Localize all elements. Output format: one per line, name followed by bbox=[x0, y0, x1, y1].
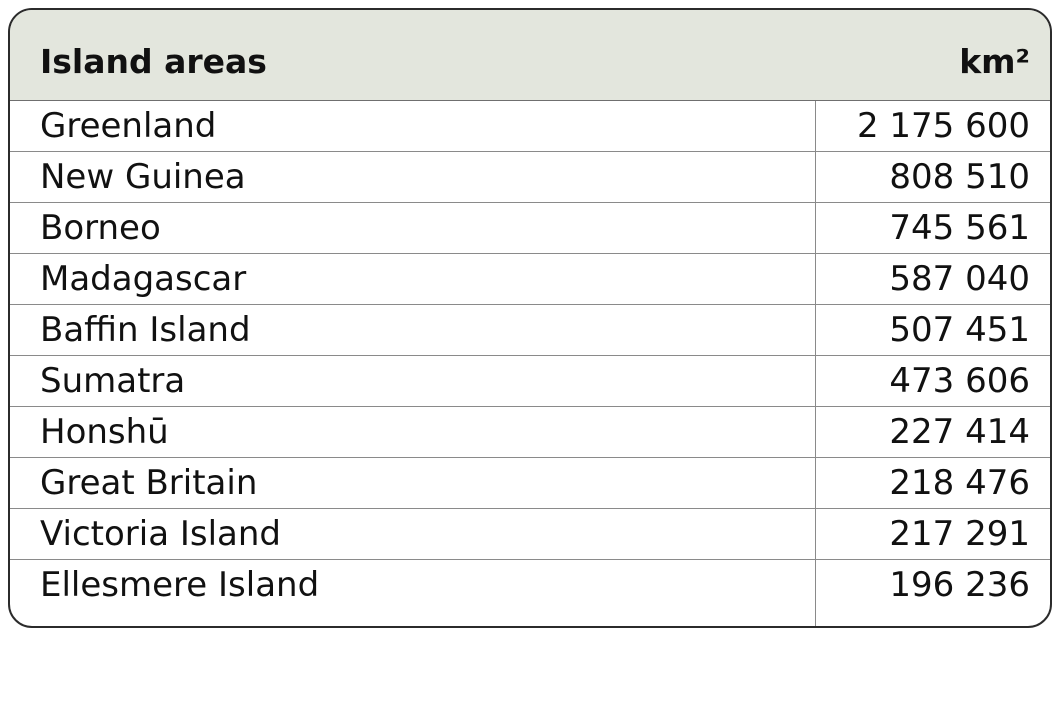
table-row: New Guinea 808 510 bbox=[10, 152, 1050, 203]
table-header-row: Island areas km² bbox=[10, 10, 1050, 101]
island-name-cell: Baffin Island bbox=[40, 310, 251, 350]
island-name-cell: Honshū bbox=[40, 412, 169, 452]
island-name-cell: Sumatra bbox=[40, 361, 186, 401]
island-area-cell: 217 291 bbox=[889, 514, 1030, 554]
table-row: Baffin Island 507 451 bbox=[10, 305, 1050, 356]
table-row: Sumatra 473 606 bbox=[10, 356, 1050, 407]
island-name-cell: Madagascar bbox=[40, 259, 247, 299]
island-name-cell: New Guinea bbox=[40, 157, 246, 197]
island-area-cell: 587 040 bbox=[889, 259, 1030, 299]
island-name-cell: Ellesmere Island bbox=[40, 565, 320, 605]
table-row: Honshū 227 414 bbox=[10, 407, 1050, 458]
island-name-cell: Victoria Island bbox=[40, 514, 282, 554]
island-area-cell: 473 606 bbox=[889, 361, 1030, 401]
island-area-cell: 808 510 bbox=[889, 157, 1030, 197]
column-header-island: Island areas bbox=[40, 42, 267, 81]
column-divider bbox=[815, 10, 816, 626]
table-row: Greenland 2 175 600 bbox=[10, 101, 1050, 152]
table-row: Madagascar 587 040 bbox=[10, 254, 1050, 305]
island-area-table: Island areas km² Greenland 2 175 600 New G… bbox=[8, 8, 1052, 628]
column-header-area-unit: km² bbox=[959, 42, 1030, 81]
island-area-cell: 218 476 bbox=[889, 463, 1030, 503]
island-area-cell: 745 561 bbox=[889, 208, 1030, 248]
island-name-cell: Great Britain bbox=[40, 463, 258, 503]
island-name-cell: Borneo bbox=[40, 208, 161, 248]
island-area-cell: 196 236 bbox=[889, 565, 1030, 605]
island-area-cell: 2 175 600 bbox=[856, 106, 1030, 146]
island-area-cell: 227 414 bbox=[889, 412, 1030, 452]
island-area-cell: 507 451 bbox=[889, 310, 1030, 350]
table-row: Borneo 745 561 bbox=[10, 203, 1050, 254]
table-row: Ellesmere Island 196 236 bbox=[10, 560, 1050, 611]
table-row: Great Britain 218 476 bbox=[10, 458, 1050, 509]
island-name-cell: Greenland bbox=[40, 106, 217, 146]
table-row: Victoria Island 217 291 bbox=[10, 509, 1050, 560]
